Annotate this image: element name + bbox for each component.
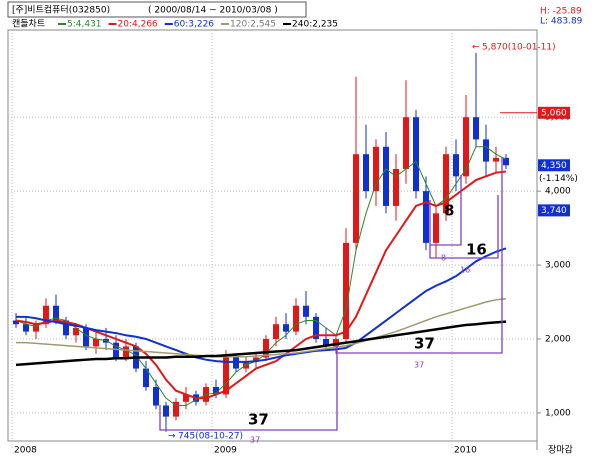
candle-body [33,324,39,332]
candle-body [353,154,359,243]
candle-body [483,139,489,162]
ma-line [15,170,507,400]
candle-body [63,320,69,336]
high-annotation: 5,870(10-01-11) [482,42,556,52]
price-label: 3,740 [541,206,567,216]
candle-body [253,357,259,362]
ma-line [15,146,507,407]
count-small: 8 [441,254,446,263]
count: 37 [414,335,435,353]
price-label: 4,350 [541,161,567,171]
candle-body [183,394,189,402]
candle-body [23,324,29,332]
hl-high: H: -25.89 [540,7,582,17]
bracket [429,175,462,246]
count: 37 [248,411,269,429]
candle-body [403,117,409,169]
candle-body [393,168,399,206]
hl-low: L: 483.89 [540,17,583,27]
candle-body [73,327,79,336]
title-box [7,1,307,18]
count-small: 37 [250,436,260,445]
price-label: 5,060 [541,108,567,118]
candle-body [363,154,369,192]
candle-body [163,405,169,417]
candle-body [293,305,299,332]
candle-body [423,191,429,243]
price-box [538,106,570,119]
candle-body [223,357,229,395]
candle-body [473,117,479,140]
low-arrow: → [168,431,176,441]
chart-label: 캔들차트 [12,18,45,30]
candle-body [43,305,49,325]
period: ( 2000/08/14 ~ 2010/03/08 ) [148,6,278,16]
footer: 장마감 [548,444,573,456]
y-tick-label: 1,000 [545,408,571,418]
change-label: (-1.14%) [539,174,578,184]
legend-entry: 60:3,226 [174,20,215,30]
candle-body [343,242,349,339]
y-tick-label: 3,000 [545,261,571,271]
ma-line [15,320,507,367]
candle-body [443,154,449,214]
price-box [538,159,570,172]
low-annotation: 745(08-10-27) [178,431,243,441]
candle-body [383,146,389,206]
bracket [337,157,503,354]
candle-body [453,154,459,177]
bracket [159,345,338,431]
candle-body [263,338,269,358]
candle-body [53,305,59,321]
candle-body [283,324,289,332]
count: 16 [466,241,487,259]
candle-body [153,387,159,406]
candle-body [463,117,469,177]
candle-body [493,157,499,162]
price-box [538,204,570,217]
y-tick-label: 4,000 [545,187,571,197]
count-small: 16 [460,266,470,275]
candle-body [83,327,89,347]
high-arrow: ← [472,42,480,52]
candle-body [303,305,309,317]
candle-body [273,324,279,339]
legend-entry: 20:4,266 [118,20,159,30]
candle-body [413,117,419,192]
candle-body [13,320,19,325]
candle-body [143,368,149,388]
candle-body [123,346,129,358]
candle-body [503,157,509,166]
candle-body [173,401,179,417]
x-tick-label: 2008 [14,446,37,456]
bracket [429,195,499,259]
legend-entry: 240:2,235 [292,20,338,30]
count-brackets [159,157,503,431]
y-tick-label: 2,000 [545,334,571,344]
ma-line [16,247,507,363]
candle-body [373,146,379,192]
legend-entry: 120:2,545 [230,20,276,30]
candle-body [213,387,219,395]
candle-body [233,357,239,369]
candle-body [93,338,99,347]
count: 8 [444,202,454,220]
candle-body [323,338,329,347]
x-tick-label: 2009 [214,446,237,456]
x-tick-label: 2010 [454,446,477,456]
candle-body [433,213,439,243]
candle-body [333,338,339,347]
count-small: 37 [414,361,424,370]
candle-body [313,316,319,339]
title: [주]비트컴퓨터(032850) [12,4,110,16]
ma-line [16,297,507,358]
legend-entry: 5:4,431 [67,20,102,30]
